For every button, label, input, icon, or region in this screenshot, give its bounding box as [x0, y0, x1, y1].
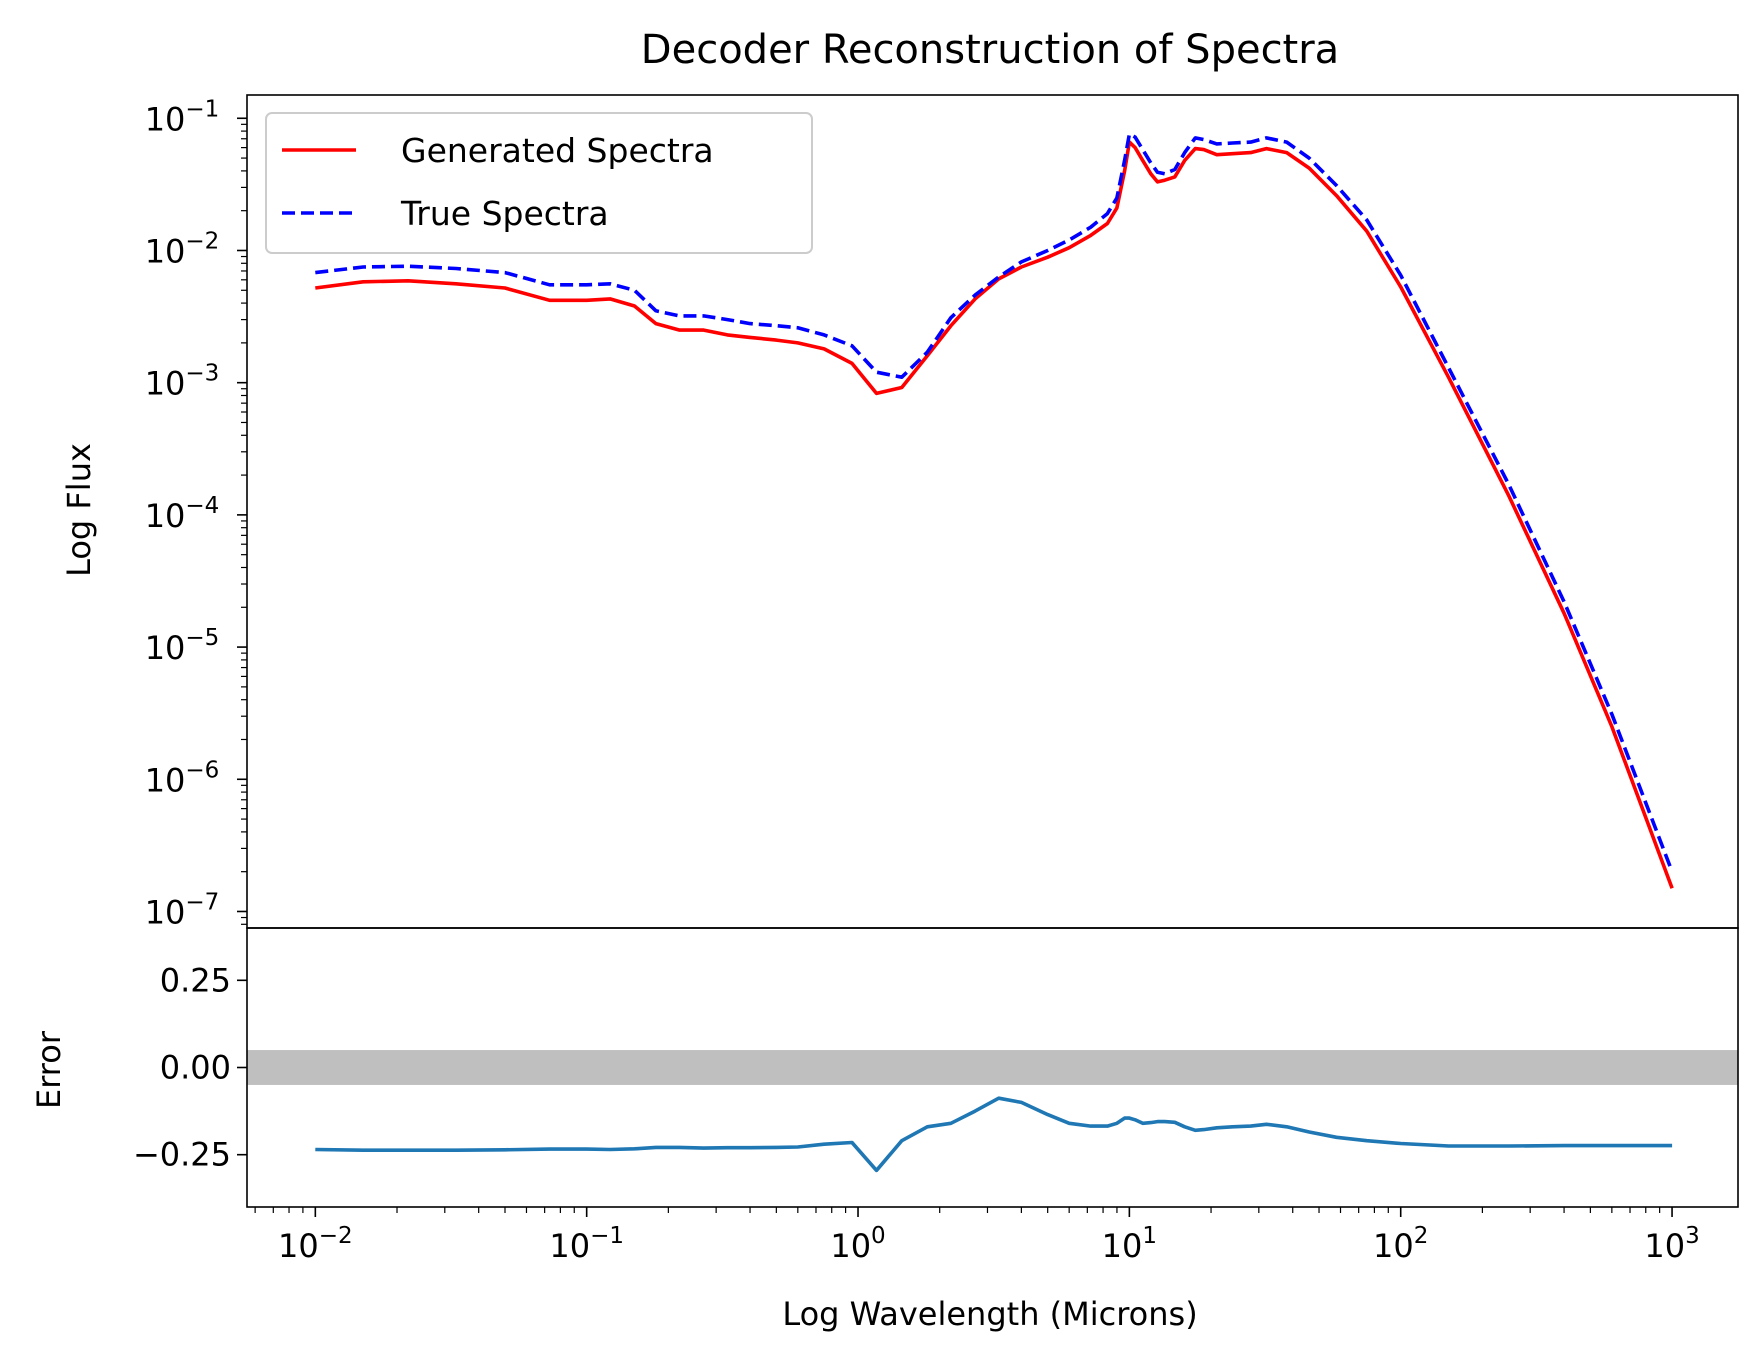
legend-label-generated: Generated Spectra [401, 131, 714, 170]
x-tick-label: 102 [1373, 1223, 1428, 1265]
legend-label-true: True Spectra [400, 194, 609, 233]
y-axis-label-flux: Log Flux [60, 443, 98, 577]
x-tick-label: 103 [1644, 1223, 1699, 1265]
chart-title: Decoder Reconstruction of Spectra [641, 27, 1339, 73]
y-tick-label: 10−6 [145, 757, 220, 799]
y-tick-label: 10−4 [145, 493, 220, 535]
y-tick-label: 10−1 [145, 96, 220, 138]
x-tick-label: 10−2 [278, 1223, 353, 1265]
x-tick-label: 10−1 [549, 1223, 624, 1265]
x-tick-label: 100 [830, 1223, 885, 1265]
error-y-tick-label: 0.00 [160, 1049, 231, 1087]
y-tick-label: 10−5 [145, 625, 220, 667]
series-line-true [315, 132, 1674, 873]
x-axis-label: Log Wavelength (Microns) [782, 1295, 1197, 1333]
y-tick-label: 10−2 [145, 228, 220, 270]
y-axis-label-error: Error [30, 1030, 68, 1109]
legend: Generated Spectra True Spectra [265, 112, 813, 254]
series-line-error [315, 1096, 1673, 1173]
axis-ticks: 10−2 10−1 100 101 102 103 10−1 10−2 10−3 10−4 10−5… [133, 96, 1700, 1265]
y-tick-label: 10−3 [145, 361, 220, 403]
error-y-tick-label: 0.25 [160, 961, 231, 999]
legend-box [265, 112, 813, 254]
zero-band [247, 1050, 1738, 1085]
bottom-axes-frame [246, 927, 1739, 1208]
error-plot-lines [315, 1096, 1673, 1173]
error-y-tick-label: −0.25 [133, 1136, 231, 1174]
y-tick-label: 10−7 [145, 889, 220, 931]
series-line-generated [315, 140, 1674, 889]
axes-frames [246, 94, 1739, 1208]
top-plot-lines [315, 132, 1674, 889]
x-tick-label: 101 [1102, 1223, 1157, 1265]
zero-tolerance-band [247, 1050, 1738, 1085]
